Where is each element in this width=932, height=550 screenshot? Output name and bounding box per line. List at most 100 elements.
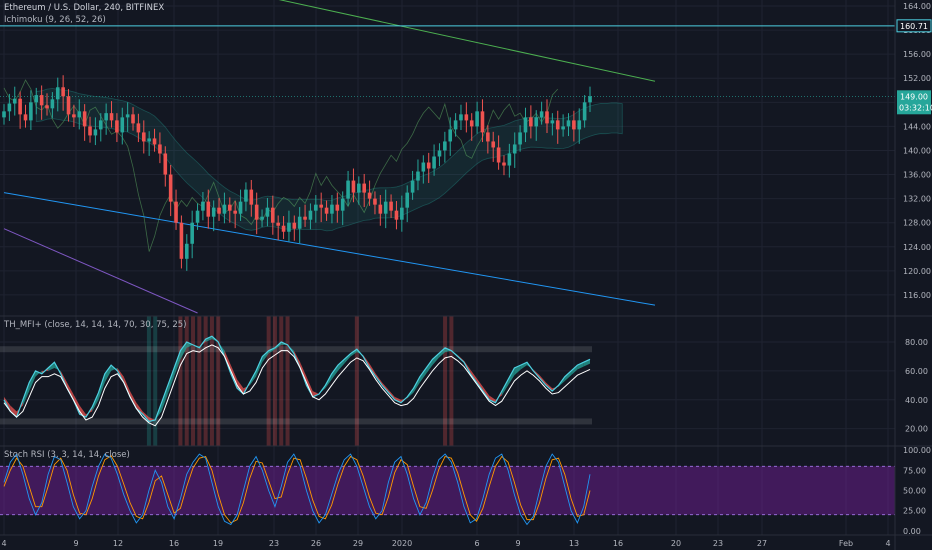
signal-stripe — [203, 316, 208, 446]
signal-stripe — [216, 316, 221, 446]
mfi-tick-label: 80.00 — [905, 338, 928, 347]
mfi-fill — [237, 379, 244, 394]
candle-body — [502, 162, 506, 166]
time-tick-label: 9 — [515, 539, 520, 548]
candle-body — [195, 210, 200, 223]
symbol-legend[interactable]: Ethereum / U.S. Dollar, 240, BITFINEX — [4, 3, 165, 13]
candle-body — [50, 99, 55, 109]
mfi-tick-label: 40.00 — [905, 396, 928, 405]
candle-body — [507, 153, 512, 166]
candle-body — [233, 210, 237, 214]
mfi-fill — [571, 365, 578, 376]
mfi-fill — [10, 405, 17, 418]
candle-body — [512, 144, 517, 154]
stoch-rsi-legend[interactable]: Stoch RSI (3, 3, 14, 14, close) — [4, 450, 130, 460]
candle-body — [72, 114, 76, 118]
candle-body — [179, 222, 184, 259]
candle-body — [55, 87, 60, 100]
candle-body — [93, 129, 98, 136]
mfi-tick-label: 60.00 — [905, 367, 928, 376]
mfi-fill — [432, 353, 439, 366]
ichimoku-lagging-span — [3, 79, 559, 252]
candle-body — [486, 132, 490, 142]
candle-body — [141, 132, 146, 142]
price-tick-label: 156.00 — [903, 50, 931, 59]
candle-body — [351, 180, 356, 193]
mfi-fill — [344, 353, 351, 364]
ichimoku-legend[interactable]: Ichimoku (9, 26, 52, 26) — [4, 15, 106, 25]
signal-stripe — [191, 316, 196, 446]
candle-body — [357, 183, 361, 193]
candle-body — [66, 96, 71, 115]
stoch-rsi-pane — [0, 453, 895, 526]
candle-body — [308, 210, 313, 220]
mfi-fill — [180, 342, 187, 360]
price-tick-label: 116.00 — [903, 291, 931, 300]
candle-body — [98, 120, 103, 130]
mfi-band — [0, 346, 592, 353]
candle-body — [400, 207, 404, 220]
time-tick-label: 16 — [613, 539, 623, 548]
candle-body — [518, 132, 522, 145]
time-tick-label: 23 — [269, 539, 279, 548]
price-pane — [0, 0, 895, 314]
candle-body — [29, 102, 33, 121]
time-axis[interactable]: 4 9 12 16 19 23 26 29 2020 6 9 13 16 20 23 27 Feb 4 — [1, 539, 890, 548]
ichimoku-cloud — [3, 79, 623, 252]
candle-body — [545, 111, 549, 124]
mfi-legend[interactable]: TH_MFI+ (close, 14, 14, 14, 70, 30, 75, … — [4, 320, 187, 330]
mfi-fill — [394, 396, 401, 403]
candle-body — [39, 95, 44, 106]
candle-body — [287, 222, 291, 232]
mfi-tick-label: 20.00 — [905, 425, 928, 434]
stoch-band — [0, 466, 895, 515]
signal-stripe — [285, 316, 290, 446]
candle-body — [383, 201, 388, 214]
candle-body — [421, 162, 426, 172]
candle-body — [469, 120, 474, 127]
signal-stripe — [146, 316, 151, 446]
candle-body — [475, 111, 479, 127]
mfi-fill — [426, 359, 433, 374]
candle-body — [222, 204, 227, 214]
candle-body — [464, 114, 469, 121]
countdown-tag-text: 03:32:10 — [899, 103, 932, 112]
candle-body — [416, 171, 420, 181]
last-price-tag-box — [897, 90, 931, 115]
candle-body — [88, 126, 92, 136]
level-tag-text: 160.71 — [900, 22, 928, 31]
signal-stripe — [153, 316, 158, 446]
mfi-fill — [67, 382, 74, 400]
candle-body — [184, 243, 189, 259]
candle-body — [437, 150, 442, 157]
time-tick-label: 20 — [671, 539, 681, 548]
price-tick-label: 124.00 — [903, 243, 931, 252]
stoch-tick-label: 0.00 — [903, 527, 921, 536]
price-tick-label: 144.00 — [903, 122, 931, 131]
candle-body — [534, 117, 539, 127]
candle-body — [109, 113, 114, 121]
mfi-fill — [331, 365, 338, 380]
candle-body — [324, 207, 329, 214]
candle-body — [459, 114, 463, 121]
signal-stripe — [184, 316, 189, 446]
mfi-fill — [161, 385, 168, 412]
candle-body — [410, 180, 415, 193]
candle-body — [453, 120, 458, 130]
mfi-fill — [268, 347, 275, 354]
mfi-fill — [470, 369, 477, 383]
price-tick-label: 152.00 — [903, 74, 931, 83]
mfi-fill — [243, 382, 250, 394]
price-tick-label: 132.00 — [903, 195, 931, 204]
candle-body — [190, 222, 194, 244]
mfi-fill — [508, 368, 515, 386]
mfi-fill — [419, 368, 427, 383]
candle-body — [496, 147, 501, 163]
mfi-pane — [0, 316, 592, 446]
candle-body — [292, 222, 297, 229]
mfi-fill — [130, 391, 137, 409]
candle-body — [7, 103, 12, 112]
candle-body — [335, 204, 340, 211]
mfi-fill — [174, 350, 181, 377]
candle-body — [147, 138, 151, 142]
